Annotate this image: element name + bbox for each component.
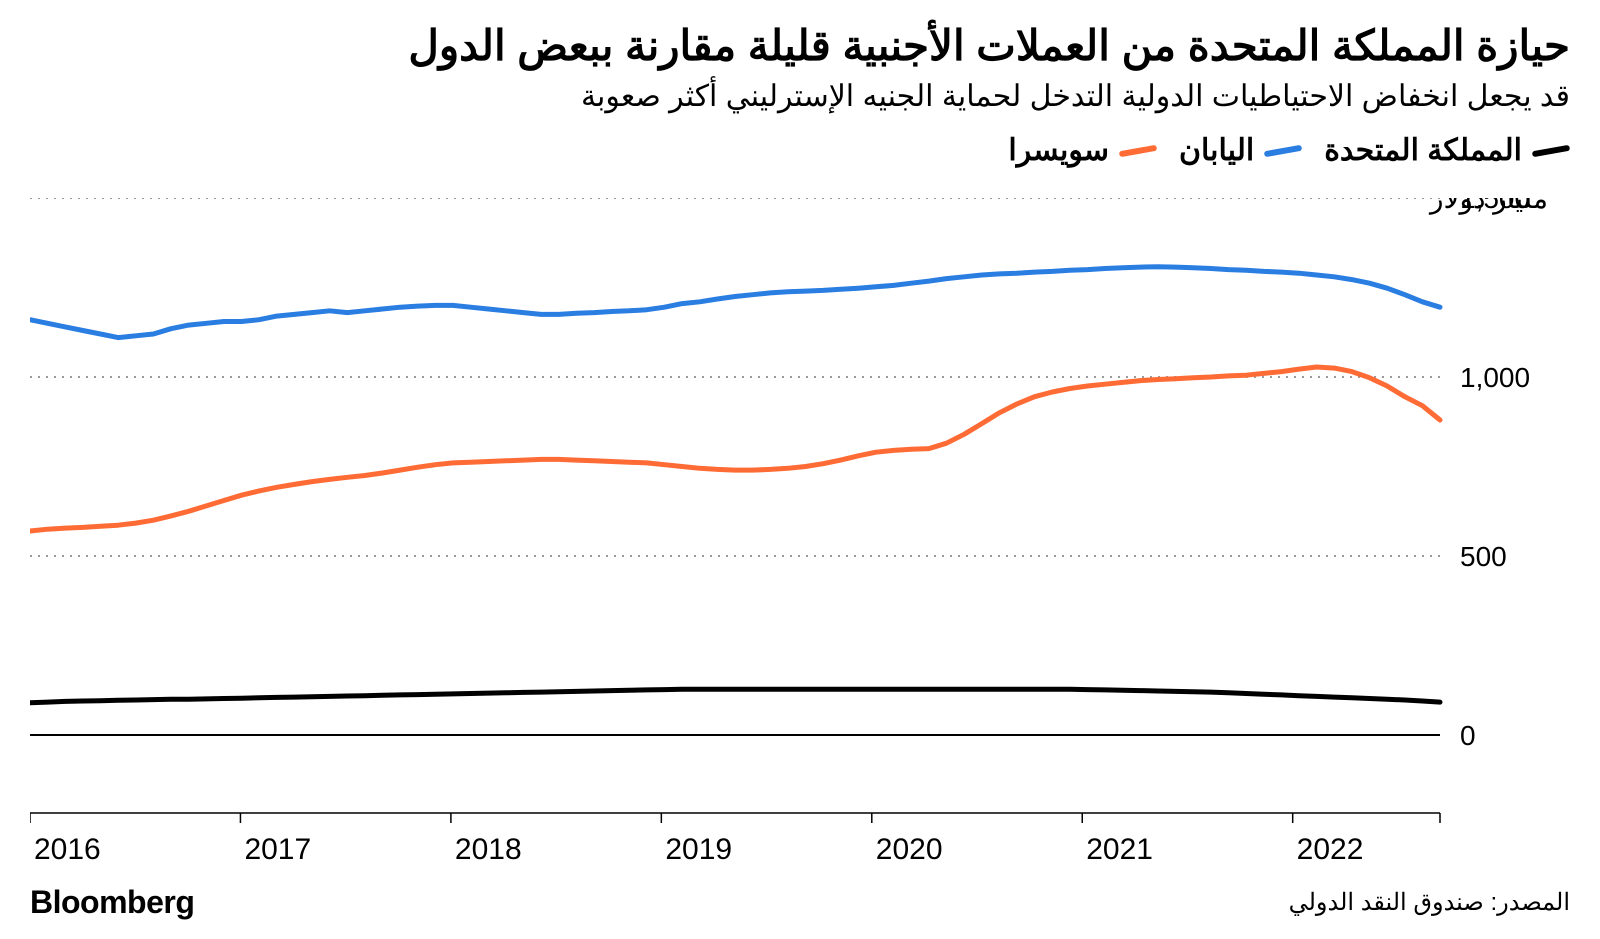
chart-container: حيازة المملكة المتحدة من العملات الأجنبي… (0, 0, 1600, 939)
x-tick-label: 2020 (876, 833, 943, 866)
source-text: المصدر: صندوق النقد الدولي (1289, 888, 1570, 917)
x-tick-label: 2017 (244, 833, 311, 866)
x-tick-label: 2022 (1297, 833, 1364, 866)
legend-swatch (1264, 144, 1302, 157)
legend-label: المملكة المتحدة (1324, 133, 1522, 168)
legend-item: المملكة المتحدة (1324, 133, 1570, 168)
legend-item: اليابان (1179, 133, 1302, 168)
brand-logo: Bloomberg (30, 884, 194, 921)
series-uk (30, 689, 1440, 703)
series-japan (30, 267, 1440, 338)
y-tick-label: 1,000 (1460, 362, 1530, 393)
x-tick-label: 2021 (1086, 833, 1153, 866)
line-chart-svg: 05001,0001,500مليار دولار201620172018201… (30, 198, 1570, 868)
chart-subtitle: قد يجعل انخفاض الاحتياطيات الدولية التدخ… (30, 79, 1570, 114)
legend-label: سويسرا (1008, 133, 1109, 168)
series-switzerland (30, 367, 1440, 531)
x-tick-label: 2018 (455, 833, 522, 866)
y-tick-label: 0 (1460, 720, 1476, 751)
legend: المملكة المتحدة اليابان سويسرا (30, 128, 1570, 169)
y-unit-label: مليار دولار (1428, 198, 1548, 215)
y-tick-label: 500 (1460, 541, 1507, 572)
chart-title: حيازة المملكة المتحدة من العملات الأجنبي… (30, 20, 1570, 73)
x-tick-label: 2019 (665, 833, 732, 866)
legend-item: سويسرا (1008, 133, 1157, 168)
x-tick-label: 2016 (34, 833, 101, 866)
legend-label: اليابان (1179, 133, 1254, 168)
legend-swatch (1119, 144, 1157, 157)
legend-swatch (1532, 144, 1570, 157)
plot-area: 05001,0001,500مليار دولار201620172018201… (30, 198, 1570, 873)
